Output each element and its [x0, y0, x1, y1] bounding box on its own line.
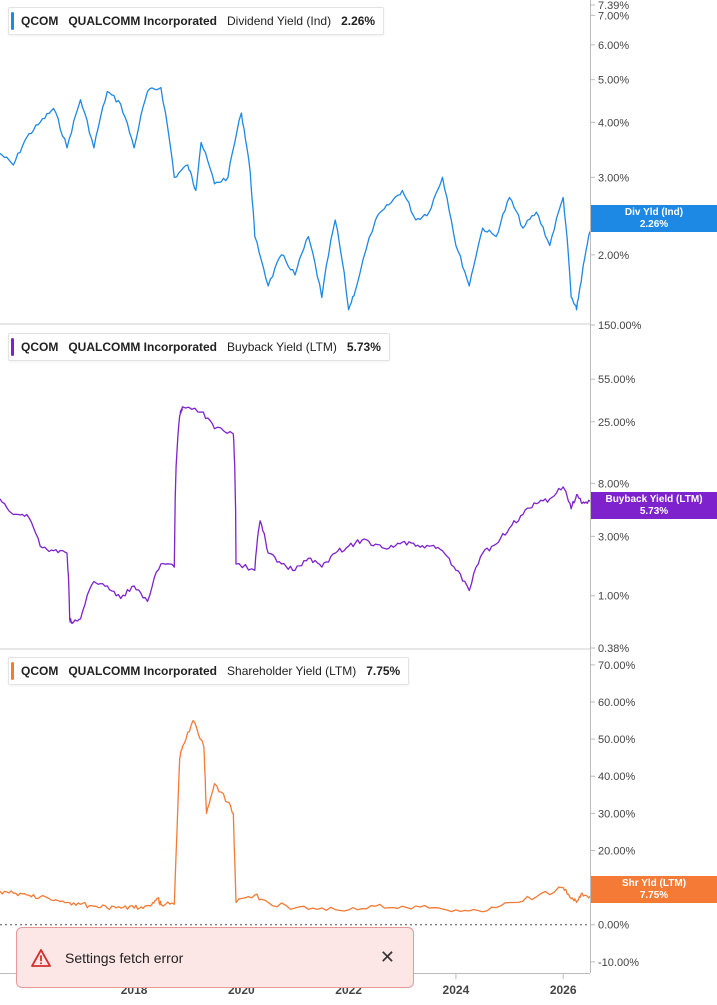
y-tick-label: 70.00%	[598, 660, 636, 672]
y-tick-label: 25.00%	[598, 417, 636, 429]
legend-metric: Dividend Yield (Ind)	[227, 14, 332, 28]
y-tick-label: 7.00%	[598, 10, 629, 22]
legend-company: QUALCOMM Incorporated	[68, 14, 218, 28]
tag-value: 7.75%	[639, 889, 669, 901]
series-line	[0, 86, 591, 311]
y-tick-label: 6.00%	[598, 40, 629, 52]
y-tick-label: 150.00%	[598, 320, 642, 332]
series-line	[0, 406, 591, 624]
legend-value: 5.73%	[346, 340, 381, 354]
y-tick-label: 5.00%	[598, 75, 629, 87]
series-line	[0, 719, 591, 913]
toast-message: Settings fetch error	[65, 949, 184, 966]
y-tick-label: 4.00%	[598, 117, 629, 129]
legend-swatch	[11, 662, 14, 680]
error-toast: Settings fetch error ✕	[16, 927, 414, 988]
tag-label: Buyback Yield (LTM)	[605, 493, 703, 505]
legend-buyback-yield[interactable]: QCOM QUALCOMM Incorporated Buyback Yield…	[8, 333, 390, 361]
y-tick-label: 20.00%	[598, 845, 636, 857]
legend-swatch	[11, 12, 14, 30]
legend-value: 7.75%	[366, 664, 401, 678]
tag-value: 2.26%	[639, 218, 669, 230]
x-tick-label: 2024	[443, 983, 470, 997]
y-tick-label: 7.39%	[598, 0, 629, 12]
y-tick-label: 40.00%	[598, 771, 636, 783]
legend-metric: Shareholder Yield (LTM)	[227, 664, 357, 678]
y-tick-label: 3.00%	[598, 172, 629, 184]
legend-value: 2.26%	[341, 14, 376, 28]
warning-triangle-icon	[31, 948, 51, 967]
legend-metric: Buyback Yield (LTM)	[227, 340, 337, 354]
legend-dividend-yield[interactable]: QCOM QUALCOMM Incorporated Dividend Yiel…	[8, 7, 385, 35]
tag-value: 5.73%	[639, 505, 669, 517]
y-tick-label: -10.00%	[598, 957, 639, 969]
y-tick-label: 50.00%	[598, 734, 636, 746]
y-tick-label: 3.00%	[598, 531, 629, 543]
last-value-tag-dividend: Div Yld (Ind) 2.26%	[591, 205, 717, 232]
y-tick-label: 0.38%	[598, 643, 629, 655]
legend-ticker: QCOM	[21, 14, 59, 28]
y-tick-label: 55.00%	[598, 374, 636, 386]
y-tick-label: 8.00%	[598, 478, 629, 490]
legend-ticker: QCOM	[21, 340, 59, 354]
legend-ticker: QCOM	[21, 664, 59, 678]
last-value-tag-buyback: Buyback Yield (LTM) 5.73%	[591, 492, 717, 519]
y-tick-label: 60.00%	[598, 697, 636, 709]
legend-swatch	[11, 338, 14, 356]
y-tick-label: 1.00%	[598, 591, 629, 603]
y-tick-label: 30.00%	[598, 808, 636, 820]
legend-shareholder-yield[interactable]: QCOM QUALCOMM Incorporated Shareholder Y…	[8, 657, 410, 685]
tag-label: Shr Yld (LTM)	[621, 877, 687, 889]
legend-company: QUALCOMM Incorporated	[68, 340, 218, 354]
close-icon[interactable]: ✕	[379, 947, 395, 967]
tag-label: Div Yld (Ind)	[624, 206, 684, 218]
last-value-tag-shareholder: Shr Yld (LTM) 7.75%	[591, 876, 717, 903]
legend-company: QUALCOMM Incorporated	[68, 664, 218, 678]
y-tick-label: 0.00%	[598, 920, 629, 932]
y-tick-label: 2.00%	[598, 250, 629, 262]
x-tick-label: 2026	[550, 983, 577, 997]
